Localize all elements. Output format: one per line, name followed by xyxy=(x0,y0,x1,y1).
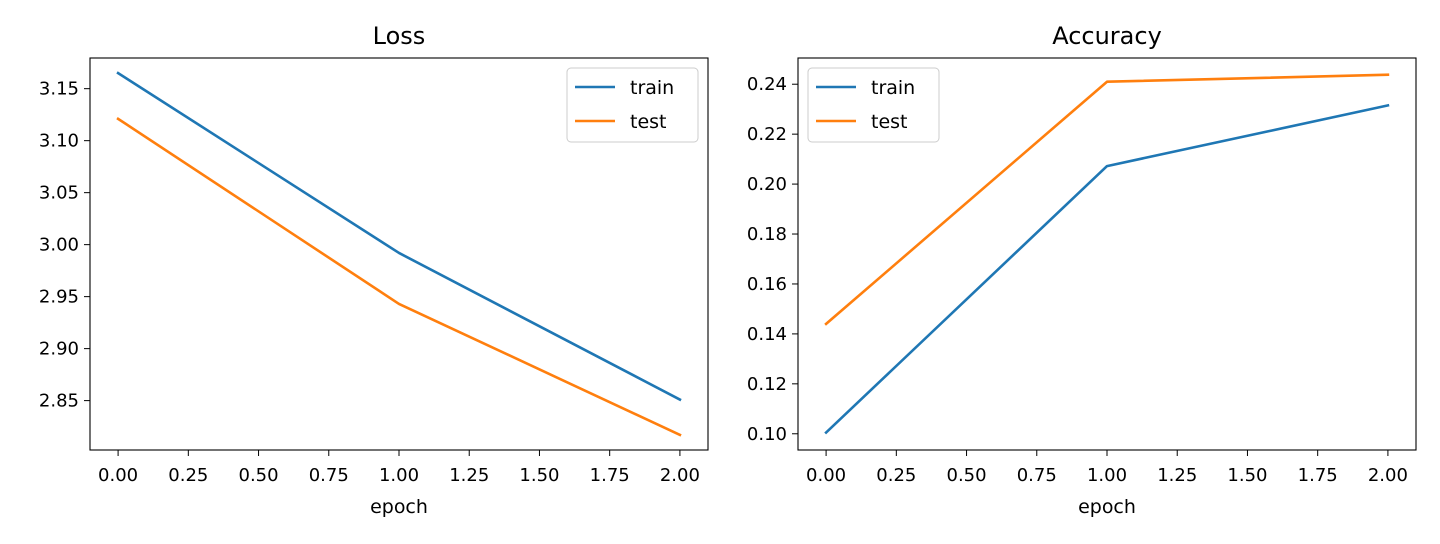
y-tick-label: 0.24 xyxy=(747,74,787,95)
y-tick-label: 3.10 xyxy=(39,131,79,152)
y-tick-label: 2.95 xyxy=(39,287,79,308)
y-tick-label: 2.90 xyxy=(39,339,79,360)
x-tick-label: 1.75 xyxy=(590,465,630,486)
y-tick-label: 2.85 xyxy=(39,391,79,412)
y-tick-label: 0.18 xyxy=(747,224,787,245)
plot-area-frame xyxy=(797,57,1417,451)
legend-label-train: train xyxy=(871,77,915,99)
x-tick-label: 1.00 xyxy=(1087,465,1127,486)
x-tick-label: 0.00 xyxy=(806,465,846,486)
series-line-test xyxy=(824,73,1390,326)
chart-title: Loss xyxy=(373,22,426,50)
x-tick-label: 1.25 xyxy=(449,465,489,486)
x-tick-label: 2.00 xyxy=(1368,465,1408,486)
x-tick-label: 1.75 xyxy=(1298,465,1338,486)
series-line-test xyxy=(116,117,682,437)
y-tick-label: 0.22 xyxy=(747,124,787,145)
plot-area-frame xyxy=(89,57,709,451)
series-line-train xyxy=(824,103,1390,435)
legend-label-test: test xyxy=(630,111,667,133)
y-tick-label: 0.10 xyxy=(747,424,787,445)
x-tick-label: 1.25 xyxy=(1157,465,1197,486)
y-tick-label: 3.15 xyxy=(39,79,79,100)
legend-label-test: test xyxy=(871,111,908,133)
x-tick-label: 1.00 xyxy=(379,465,419,486)
legend: train test xyxy=(566,67,699,143)
x-tick-label: 0.00 xyxy=(98,465,138,486)
x-tick-label: 2.00 xyxy=(660,465,700,486)
y-tick-label: 0.20 xyxy=(747,174,787,195)
y-tick-label: 0.16 xyxy=(747,274,787,295)
x-tick-label: 0.25 xyxy=(168,465,208,486)
x-axis-label: epoch xyxy=(370,496,428,518)
x-tick-label: 0.50 xyxy=(239,465,279,486)
y-tick-label: 3.05 xyxy=(39,183,79,204)
y-tick-label: 0.12 xyxy=(747,374,787,395)
x-tick-label: 0.50 xyxy=(947,465,987,486)
x-tick-label: 0.75 xyxy=(309,465,349,486)
y-tick-label: 3.00 xyxy=(39,235,79,256)
chart-title: Accuracy xyxy=(1052,22,1162,50)
y-tick-label: 0.14 xyxy=(747,324,787,345)
series-line-train xyxy=(116,71,682,402)
x-tick-label: 0.25 xyxy=(876,465,916,486)
x-tick-label: 1.50 xyxy=(1227,465,1267,486)
x-axis-label: epoch xyxy=(1078,496,1136,518)
chart-panel-1: Loss 0.00 0.25 0.50 0.75 1.00 1.25 1.50 1.75 2.00… xyxy=(39,22,709,518)
legend: train test xyxy=(807,67,940,143)
x-tick-label: 1.50 xyxy=(519,465,559,486)
x-tick-label: 0.75 xyxy=(1017,465,1057,486)
chart-panel-2: Accuracy 0.00 0.25 0.50 0.75 1.00 1.25 1.50 1.75… xyxy=(747,22,1417,518)
legend-label-train: train xyxy=(630,77,674,99)
